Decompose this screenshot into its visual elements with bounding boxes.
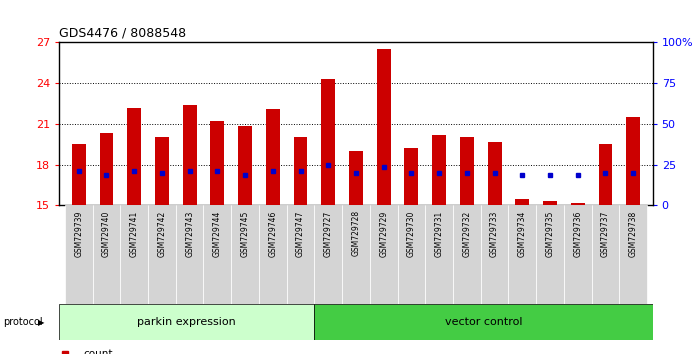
FancyBboxPatch shape (259, 205, 287, 304)
Text: GSM729741: GSM729741 (130, 210, 139, 257)
FancyBboxPatch shape (453, 205, 481, 304)
Text: GSM729733: GSM729733 (490, 210, 499, 257)
Bar (349, 151, 363, 205)
Bar (460, 137, 474, 205)
Bar (377, 49, 391, 205)
Text: GSM729736: GSM729736 (573, 210, 582, 257)
Bar (294, 137, 307, 205)
Text: GDS4476 / 8088548: GDS4476 / 8088548 (59, 27, 186, 40)
FancyBboxPatch shape (564, 205, 592, 304)
Bar (571, 202, 585, 205)
Bar (238, 126, 252, 205)
FancyBboxPatch shape (231, 205, 259, 304)
FancyBboxPatch shape (342, 205, 370, 304)
FancyBboxPatch shape (536, 205, 564, 304)
Bar (432, 135, 446, 205)
Text: GSM729745: GSM729745 (241, 210, 250, 257)
FancyBboxPatch shape (65, 205, 93, 304)
Bar (266, 109, 280, 205)
Bar (100, 133, 113, 205)
FancyBboxPatch shape (148, 205, 176, 304)
Bar (183, 105, 197, 205)
Text: GSM729738: GSM729738 (629, 210, 638, 257)
Bar (210, 121, 224, 205)
Bar (405, 148, 418, 205)
Text: count: count (83, 349, 112, 354)
Text: GSM729732: GSM729732 (462, 210, 471, 257)
FancyBboxPatch shape (370, 205, 398, 304)
Bar (515, 199, 529, 205)
FancyBboxPatch shape (314, 205, 342, 304)
Bar (127, 108, 141, 205)
Text: GSM729731: GSM729731 (435, 210, 444, 257)
FancyBboxPatch shape (314, 304, 653, 340)
Bar (321, 79, 335, 205)
Text: GSM729740: GSM729740 (102, 210, 111, 257)
Text: GSM729743: GSM729743 (185, 210, 194, 257)
Text: GSM729742: GSM729742 (158, 210, 166, 257)
Text: GSM729744: GSM729744 (213, 210, 222, 257)
Text: GSM729747: GSM729747 (296, 210, 305, 257)
FancyBboxPatch shape (619, 205, 647, 304)
Text: GSM729746: GSM729746 (268, 210, 277, 257)
Bar (488, 142, 502, 205)
Bar (543, 201, 557, 205)
Text: vector control: vector control (445, 317, 522, 327)
FancyBboxPatch shape (592, 205, 619, 304)
FancyBboxPatch shape (508, 205, 536, 304)
Bar (72, 144, 86, 205)
Text: protocol: protocol (3, 317, 43, 327)
FancyBboxPatch shape (287, 205, 314, 304)
Text: GSM729730: GSM729730 (407, 210, 416, 257)
Text: ▶: ▶ (38, 318, 45, 327)
FancyBboxPatch shape (93, 205, 120, 304)
Text: GSM729729: GSM729729 (379, 210, 388, 257)
Text: GSM729727: GSM729727 (324, 210, 333, 257)
Bar (599, 144, 612, 205)
Bar (626, 117, 640, 205)
Text: GSM729728: GSM729728 (352, 210, 360, 256)
FancyBboxPatch shape (204, 205, 231, 304)
FancyBboxPatch shape (176, 205, 204, 304)
Bar (155, 137, 169, 205)
Text: parkin expression: parkin expression (138, 317, 236, 327)
Text: GSM729735: GSM729735 (546, 210, 554, 257)
FancyBboxPatch shape (120, 205, 148, 304)
Text: GSM729737: GSM729737 (601, 210, 610, 257)
Text: GSM729739: GSM729739 (74, 210, 83, 257)
Text: GSM729734: GSM729734 (518, 210, 527, 257)
FancyBboxPatch shape (481, 205, 508, 304)
FancyBboxPatch shape (398, 205, 425, 304)
FancyBboxPatch shape (59, 304, 314, 340)
FancyBboxPatch shape (425, 205, 453, 304)
